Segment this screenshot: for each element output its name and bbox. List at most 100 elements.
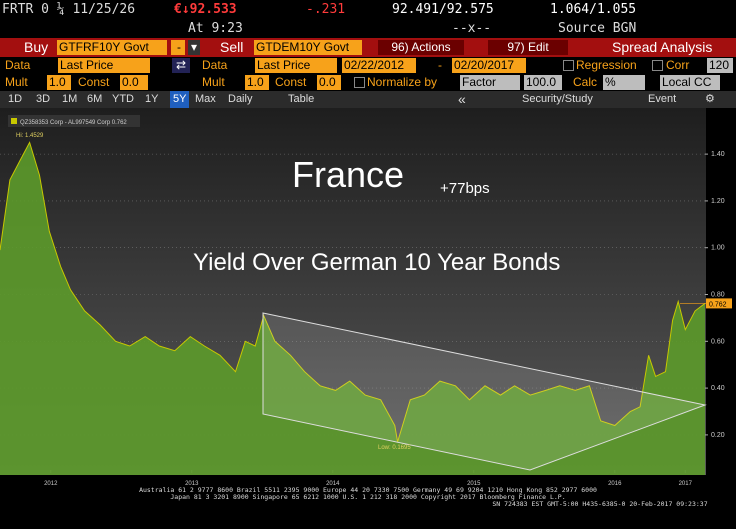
checkbox[interactable] (563, 60, 574, 71)
spread-annotation: +77bps (440, 180, 490, 197)
legend-swatch (11, 118, 17, 124)
period-button[interactable]: 1M (62, 93, 78, 105)
footer-text: Australia 61 2 9777 8600 Brazil 5511 239… (139, 486, 597, 494)
x-tick-label: 2013 (185, 481, 199, 487)
low-annotation: Low: 0.1695 (378, 445, 411, 451)
collapse-icon[interactable]: « (458, 91, 466, 107)
high-annotation: Hi: 1.4529 (16, 133, 44, 139)
date-dash: - (438, 58, 442, 72)
frequency[interactable]: Daily (228, 93, 253, 105)
actions-button[interactable]: 96) Actions (378, 40, 464, 55)
period-button[interactable]: 1D (8, 93, 23, 105)
event-button[interactable]: Event (648, 93, 677, 105)
swap-icon[interactable]: ⇄ (172, 58, 190, 73)
source: Source BGN (558, 21, 637, 36)
quote-bar-2: At 9:23 --x-- Source BGN (0, 20, 736, 38)
const-label: Const (78, 75, 110, 89)
dropdown-arrow[interactable]: ▾ (188, 40, 200, 55)
window-title: Spread Analysis (612, 39, 713, 55)
footer-text: SN 724383 EST GMT-5:00 H435-6385-0 20-Fe… (492, 500, 707, 508)
const-label: Const (275, 75, 307, 89)
last-value-label: 0.762 (709, 301, 727, 308)
series (0, 141, 706, 475)
mult-field[interactable]: 1.0 (47, 75, 71, 90)
size: --x-- (452, 21, 492, 36)
legend-text: QZ358353 Corp - AL997549 Corp 0.762 (20, 120, 127, 126)
mult-label: Mult (202, 75, 225, 89)
trend-channel (262, 312, 707, 471)
x-tick-label: 2016 (608, 481, 622, 487)
bid-ask: 92.491/92.575 (392, 2, 494, 17)
regression-label: Regression (576, 58, 637, 72)
data-field[interactable]: Last Price (255, 58, 337, 73)
change: -.231 (306, 2, 346, 17)
toolbar: Buy GTFRF10Y Govt - ▾ Sell GTDEM10Y Govt… (0, 38, 736, 57)
table-button[interactable]: Table (288, 93, 315, 105)
chart-title: France (292, 154, 404, 195)
footer: Australia 61 2 9777 8600 Brazil 5511 239… (139, 486, 708, 508)
footer-background (0, 475, 736, 529)
data-label: Data (202, 58, 228, 72)
sell-security[interactable]: GTDEM10Y Govt (254, 40, 362, 55)
ticker: FRTR 0 ¼ 11/25/26 (2, 2, 136, 17)
x-tick-label: 2012 (44, 481, 58, 487)
sell-label: Sell (220, 39, 244, 55)
area (0, 142, 705, 475)
settings-row-1: Data Last Price ⇄ Data Last Price 02/22/… (0, 57, 736, 74)
price: €↓92.533 (174, 2, 237, 17)
settings-icon[interactable]: ⚙ (705, 93, 715, 105)
checkbox[interactable] (354, 77, 365, 88)
y-tick-label: 1.00 (711, 245, 725, 252)
mult-label: Mult (5, 75, 28, 89)
const-field[interactable]: 0.0 (120, 75, 148, 90)
currency-field[interactable]: Local CC (660, 75, 720, 90)
end-date[interactable]: 02/20/2017 (452, 58, 526, 73)
factor-value[interactable]: 100.0 (524, 75, 562, 90)
quote-bar: FRTR 0 ¼ 11/25/26 €↓92.533 -.231 92.491/… (0, 0, 736, 20)
y-tick-label: 0.60 (711, 338, 725, 345)
last-value-tag (706, 298, 732, 309)
period-button[interactable]: 1Y (145, 93, 159, 105)
line (0, 141, 706, 443)
data-field[interactable]: Last Price (58, 58, 150, 73)
chart-subtitle: Yield Over German 10 Year Bonds (193, 249, 560, 276)
footer-text: Japan 81 3 3201 8900 Singapore 65 6212 1… (170, 493, 565, 501)
period-button[interactable]: 6M (87, 93, 103, 105)
const-field[interactable]: 0.0 (317, 75, 341, 90)
y-tick-label: 1.40 (711, 151, 725, 158)
yield: 1.064/1.055 (550, 2, 637, 17)
buy-security[interactable]: GTFRF10Y Govt (57, 40, 167, 55)
start-date[interactable]: 02/22/2012 (342, 58, 416, 73)
data-label: Data (5, 58, 31, 72)
y-tick-label: 0.40 (711, 385, 725, 392)
period-bar: Daily Table « Security/Study Event ⚙ 1D 3… (0, 91, 736, 108)
period-button[interactable]: YTD (112, 93, 134, 105)
corr-value[interactable]: 120 (707, 58, 733, 73)
corr-label: Corr (666, 58, 690, 72)
edit-button[interactable]: 97) Edit (488, 40, 568, 55)
x-tick-label: 2017 (679, 481, 693, 487)
chart: QZ358353 Corp - AL997549 Corp 0.762 Fran… (0, 108, 736, 529)
y-tick-label: 1.20 (711, 198, 725, 205)
checkbox[interactable] (652, 60, 663, 71)
y-tick-label: 0.20 (711, 432, 725, 439)
calc-label: Calc (573, 75, 598, 89)
legend-box (8, 115, 140, 127)
calc-field[interactable]: % (603, 75, 645, 90)
normalize-label: Normalize by (367, 75, 438, 89)
time: At 9:23 (188, 21, 243, 36)
period-button[interactable]: 3D (36, 93, 51, 105)
security-study[interactable]: Security/Study (522, 93, 593, 105)
period-button[interactable]: Max (195, 93, 216, 105)
factor-field[interactable]: Factor (460, 75, 520, 90)
settings-row-2: Mult 1.0 Const 0.0 Mult 1.0 Const 0.0 No… (0, 74, 736, 91)
x-tick-label: 2015 (467, 481, 481, 487)
axis-background (706, 108, 736, 475)
mult-field[interactable]: 1.0 (245, 75, 269, 90)
buy-label: Buy (24, 39, 49, 55)
period-button[interactable]: 5Y (170, 91, 190, 108)
y-tick-label: 0.80 (711, 292, 725, 299)
x-tick-label: 2014 (326, 481, 340, 487)
buy-menu[interactable]: - (171, 40, 185, 55)
